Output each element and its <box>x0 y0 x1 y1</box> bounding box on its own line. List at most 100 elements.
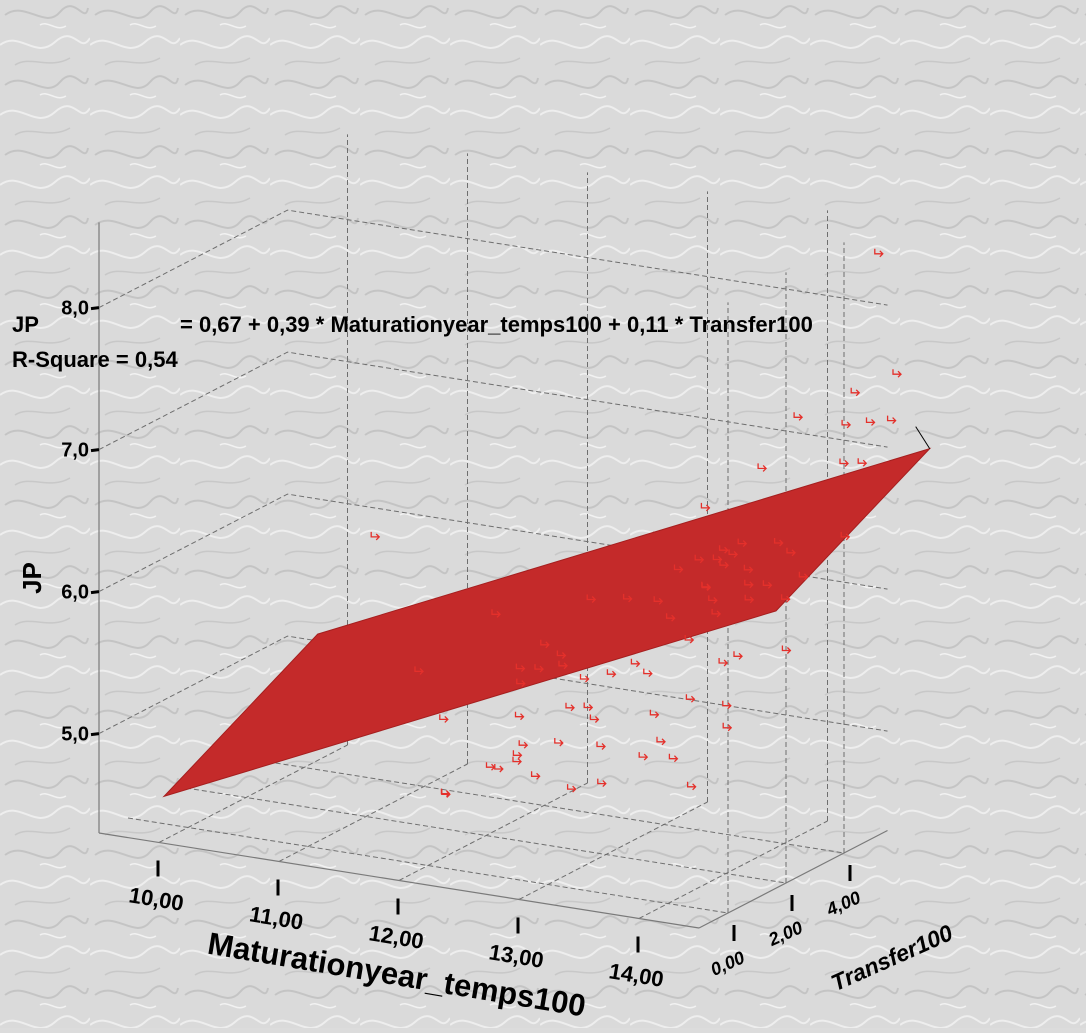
data-point <box>589 714 600 723</box>
data-point <box>566 784 577 793</box>
grid-layer <box>98 134 888 919</box>
equation-text: = 0,67 + 0,39 * Maturationyear_temps100 … <box>180 312 813 337</box>
data-point <box>762 580 773 589</box>
data-point <box>638 752 649 761</box>
z-tick-label: 8,0 <box>61 298 89 320</box>
data-point <box>781 645 792 654</box>
data-point <box>583 702 594 711</box>
data-point <box>780 594 791 603</box>
data-point <box>773 538 784 547</box>
data-point <box>494 764 504 773</box>
data-point <box>649 709 660 719</box>
data-point <box>700 502 711 512</box>
data-point <box>892 369 902 378</box>
data-point <box>865 417 876 426</box>
data-point <box>653 596 664 605</box>
equation-label: JP <box>12 312 39 337</box>
axis-layer <box>90 222 888 953</box>
data-point <box>744 594 755 604</box>
floor-gridline <box>638 820 828 919</box>
data-point <box>558 660 568 670</box>
floor-gridline <box>243 757 845 854</box>
data-point <box>540 639 550 649</box>
points-front-layer <box>414 531 851 798</box>
data-point <box>686 781 697 791</box>
data-point <box>857 458 868 467</box>
floor-gridline <box>278 763 468 862</box>
data-point <box>491 609 501 618</box>
data-point <box>579 674 590 683</box>
data-point <box>414 666 424 675</box>
data-point <box>622 593 633 603</box>
data-point <box>793 412 804 421</box>
data-point <box>439 714 449 723</box>
plane-corner-mark <box>915 426 931 449</box>
data-point <box>665 613 676 622</box>
x-axis-line <box>98 832 700 929</box>
z-gridline <box>98 209 888 309</box>
data-point <box>757 463 768 472</box>
data-point <box>718 545 729 554</box>
data-point <box>718 658 729 667</box>
floor-gridline <box>518 801 708 900</box>
data-point <box>530 771 541 780</box>
data-point <box>744 579 754 589</box>
data-point <box>370 531 381 541</box>
data-point <box>743 564 754 574</box>
y-axis-line <box>698 829 888 929</box>
floor-gridline <box>158 744 348 843</box>
data-point <box>839 458 849 467</box>
data-point <box>722 700 732 710</box>
r-square-text: R-Square = 0,54 <box>12 347 178 372</box>
data-point <box>596 741 606 750</box>
data-point <box>685 694 696 703</box>
data-point <box>840 531 851 541</box>
data-point <box>534 664 544 673</box>
data-point <box>565 702 575 712</box>
z-tick <box>90 306 100 311</box>
data-point <box>733 651 743 660</box>
floor-gridline <box>185 787 787 884</box>
data-point <box>515 663 526 673</box>
data-point <box>516 678 526 688</box>
data-point <box>668 753 679 763</box>
data-point <box>597 778 607 788</box>
data-point <box>737 538 748 548</box>
z-tick-label: 5,0 <box>61 724 89 746</box>
data-point <box>786 547 796 557</box>
data-point <box>694 554 705 564</box>
data-point <box>798 571 809 581</box>
data-point <box>512 756 522 766</box>
data-point <box>711 608 722 618</box>
plane-layer <box>162 426 932 798</box>
data-point <box>518 740 529 749</box>
data-point <box>719 560 729 569</box>
data-point <box>841 419 852 429</box>
data-point <box>512 750 523 759</box>
z-tick-label: 7,0 <box>61 440 89 462</box>
data-point <box>673 564 684 573</box>
data-point <box>630 658 641 668</box>
data-point <box>556 650 567 659</box>
data-point <box>606 669 617 678</box>
z-axis-label: JP <box>17 562 47 594</box>
data-point <box>886 415 897 425</box>
z-tick <box>90 732 100 737</box>
data-point <box>708 595 718 604</box>
data-point <box>722 722 733 732</box>
data-point <box>554 738 564 747</box>
z-gridline <box>98 351 888 451</box>
data-point <box>656 736 666 746</box>
data-point <box>684 635 695 644</box>
data-point <box>701 582 712 592</box>
data-point <box>850 387 861 397</box>
z-tick <box>90 448 100 453</box>
z-tick-label: 6,0 <box>61 582 89 604</box>
data-point <box>643 668 653 678</box>
floor-gridline <box>127 817 729 914</box>
data-point <box>874 248 884 258</box>
data-point <box>728 549 739 558</box>
